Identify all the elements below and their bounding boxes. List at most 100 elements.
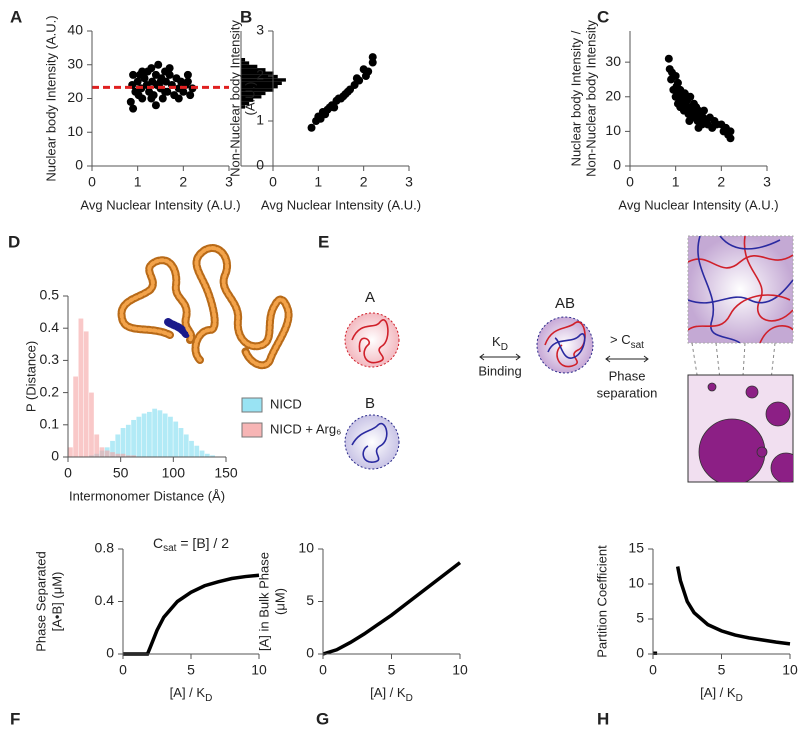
panel-letter: G <box>316 709 329 728</box>
y-tick-label: 0 <box>106 645 114 661</box>
x-tick-label: 0 <box>269 174 277 190</box>
csat-label: > Csat <box>610 332 644 350</box>
curve <box>123 573 260 656</box>
y-axis-label: [A] in Bulk Phase <box>256 552 271 651</box>
point <box>138 67 147 76</box>
y-tick-label: 3 <box>256 22 264 38</box>
x-tick-label: 3 <box>225 174 233 190</box>
y-tick-label: 0.1 <box>40 416 60 432</box>
point <box>140 74 149 83</box>
hist-bar <box>168 416 173 457</box>
x-axis-label: Intermonomer Distance (Å) <box>69 488 225 503</box>
y-axis-label: Phase Separated <box>33 551 48 651</box>
point <box>129 104 138 113</box>
point <box>133 77 142 86</box>
point <box>673 78 682 87</box>
point <box>161 77 170 86</box>
chain <box>547 333 586 359</box>
hist-bar <box>241 68 266 72</box>
point <box>364 67 373 76</box>
hist-bar <box>73 376 79 457</box>
hist-bar <box>241 78 286 82</box>
hist-bar <box>194 445 200 457</box>
hist-bar <box>241 71 274 75</box>
point <box>699 106 708 115</box>
label-b: B <box>365 395 375 412</box>
phase-label: Phase <box>609 368 646 383</box>
hist-bar <box>104 450 110 457</box>
y-tick-label: 30 <box>67 55 83 71</box>
y-tick-label: 0.8 <box>95 540 115 556</box>
point <box>126 97 135 106</box>
point <box>685 117 694 125</box>
panel-letter: H <box>597 709 609 728</box>
point <box>147 64 156 73</box>
chart-title: Csat = [B] / 2 <box>153 535 229 554</box>
molecule-a <box>344 312 400 368</box>
hist-bar <box>157 410 163 457</box>
hist-bar <box>147 411 152 457</box>
y-tick-label: 0 <box>51 448 59 464</box>
zoom-box <box>687 235 794 344</box>
y-tick-label: 40 <box>67 22 83 38</box>
hist-bar <box>125 455 131 457</box>
dense-chains <box>688 236 793 343</box>
y-axis-label: [A•B] (μM) <box>49 572 64 632</box>
y-tick-label: 0 <box>256 157 264 173</box>
y-tick-label: 5 <box>636 610 644 626</box>
y-tick-label: 10 <box>298 540 314 556</box>
x-tick-label: 0 <box>649 662 657 678</box>
point <box>726 127 735 136</box>
label-ab: AB <box>555 295 575 312</box>
hist-bar <box>99 447 105 457</box>
point <box>726 134 735 143</box>
x-tick-label: 5 <box>388 662 396 678</box>
hist-bar <box>241 61 250 65</box>
binding-label: Binding <box>478 363 521 378</box>
y-axis-label: P (Distance) <box>23 341 38 412</box>
x-tick-label: 1 <box>672 174 680 190</box>
point <box>179 87 188 96</box>
y-tick-label: 0.5 <box>40 287 60 303</box>
hist-bar <box>241 74 278 79</box>
y-tick-label: 0.4 <box>95 592 115 608</box>
hist-bar <box>131 455 136 457</box>
x-axis-label-part: [A] / K <box>370 685 406 700</box>
x-tick-label: 0 <box>88 174 96 190</box>
y-axis-label: Non-Nuclear body Intensity <box>227 20 242 177</box>
point <box>161 87 170 96</box>
hist-bar <box>199 450 205 457</box>
point <box>307 123 316 132</box>
x-tick-label: 0 <box>119 662 127 678</box>
protein-illustration <box>117 244 293 370</box>
point <box>368 53 377 62</box>
y-tick-label: 1 <box>256 112 264 128</box>
arrow <box>479 353 521 361</box>
legend-swatch <box>241 397 263 413</box>
point <box>138 94 147 103</box>
point <box>156 77 165 86</box>
point <box>330 103 339 112</box>
x-axis-label: [A] / KD <box>170 685 213 703</box>
csat-sub: sat <box>631 340 645 351</box>
y-tick-label: 10 <box>628 575 644 591</box>
y-tick-label: 10 <box>605 122 621 138</box>
hist-bar <box>189 440 194 457</box>
y-tick-label: 20 <box>605 87 621 103</box>
panel-letter: C <box>597 7 609 26</box>
hist-bar <box>131 419 136 457</box>
point <box>129 70 138 79</box>
hist-bar <box>115 453 121 457</box>
legend-swatch <box>241 422 263 438</box>
hist-bar <box>110 440 115 457</box>
y-tick-label: 20 <box>67 89 83 105</box>
point <box>671 72 680 80</box>
hist-bar <box>241 88 274 92</box>
hist-bar <box>183 434 189 457</box>
x-tick-label: 5 <box>718 662 726 678</box>
x-axis-label: [A] / KD <box>700 685 743 703</box>
x-axis-label: [A] / KD <box>370 685 413 703</box>
x-tick-label: 2 <box>179 174 187 190</box>
y-tick-label: 0 <box>636 645 644 661</box>
